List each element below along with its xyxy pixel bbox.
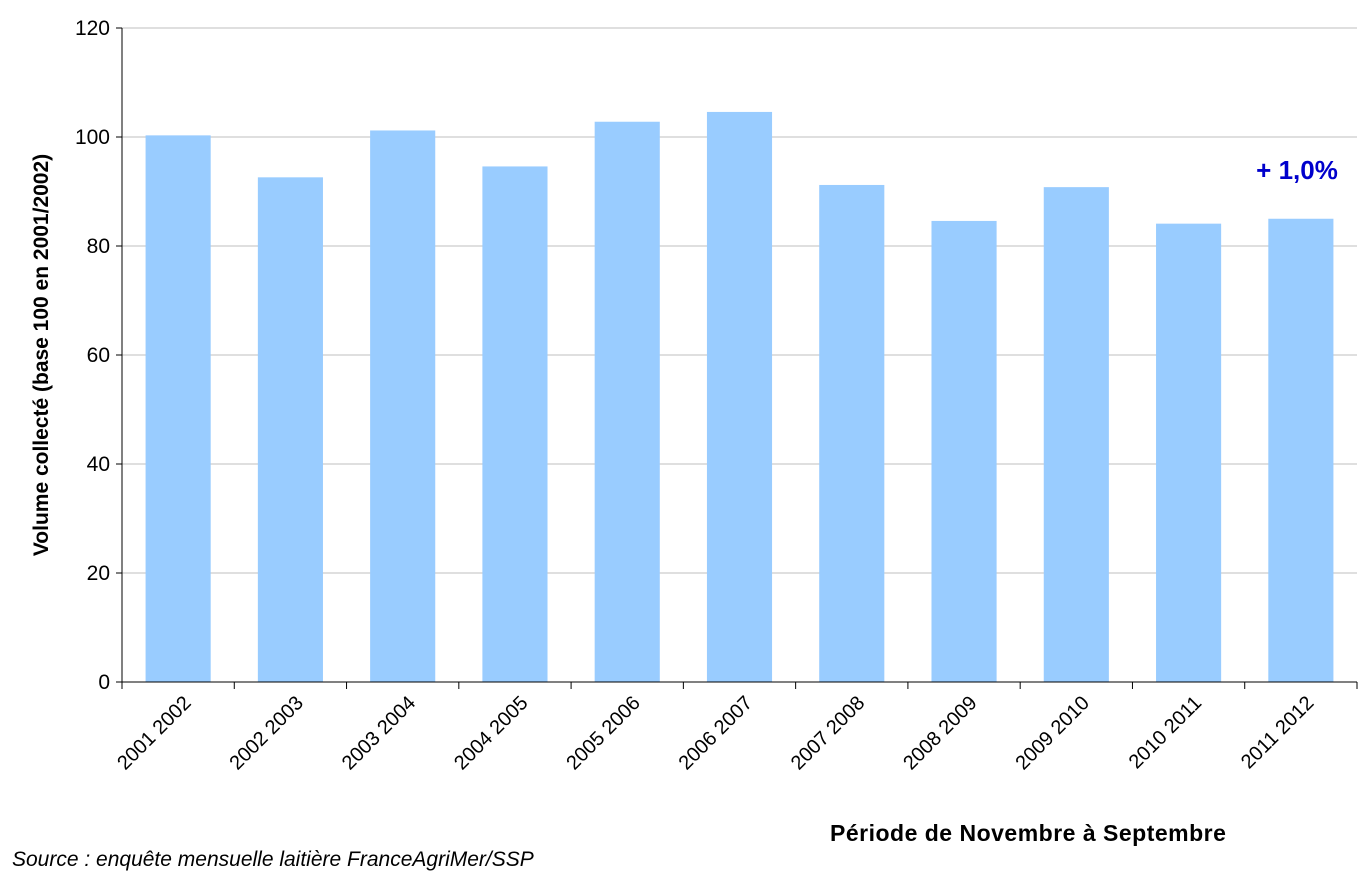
bar [482,166,548,682]
x-tick-label: 2010 2011 [1125,692,1206,773]
x-tick-label: 2003 2004 [338,692,420,774]
x-tick-label: 2008 2009 [899,692,981,774]
y-tick-label: 120 [75,17,110,40]
bar [1043,187,1109,682]
x-tick-label: 2009 2010 [1011,692,1093,774]
x-tick-label: 2002 2003 [226,692,308,774]
bar [819,184,885,682]
y-tick-label: 20 [87,562,110,585]
y-tick-label: 100 [75,126,110,149]
x-tick-label: 2005 2006 [562,692,644,774]
bars [145,111,1334,683]
x-tick-labels: 2001 2002 2002 2003 2003 2004 2004 2005 2005… [113,692,1318,774]
x-tick-label: 2011 2012 [1237,692,1318,773]
x-tick-label: 2007 2008 [787,692,869,774]
bar [931,220,997,682]
bar [370,130,436,682]
bar [1156,223,1222,682]
annotation-label: + 1,0% [1256,155,1338,185]
bar [1268,218,1334,682]
x-axis-label: Période de Novembre à Septembre [830,820,1227,846]
x-tick-label: 2001 2002 [113,692,195,774]
y-tick-label: 40 [87,453,110,476]
y-axis-label: Volume collecté (base 100 en 2001/2002) [30,154,53,556]
x-tick-label: 2006 2007 [675,692,757,774]
y-tick-labels: 0 20 40 60 80 100 120 [75,17,110,694]
x-tick-label: 2004 2005 [450,692,532,774]
bar [706,111,773,683]
y-tick-label: 60 [87,344,110,367]
y-tick-label: 0 [98,671,110,694]
bar [594,121,660,683]
axes [116,27,1358,689]
bar [257,177,323,682]
bar [145,135,211,683]
y-tick-label: 80 [87,235,110,258]
source-note: Source : enquête mensuelle laitière Fran… [12,848,534,871]
